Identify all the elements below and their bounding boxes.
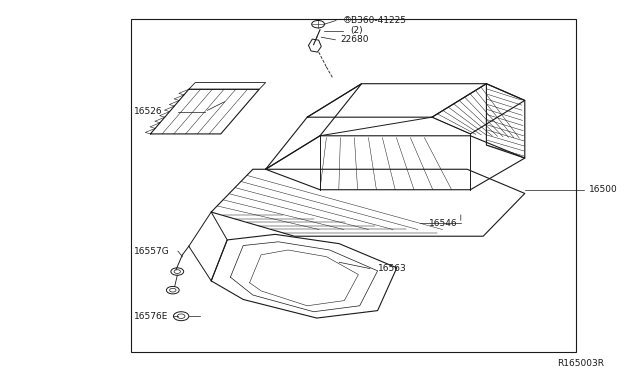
Text: R165003R: R165003R [557, 359, 604, 368]
Text: 22680: 22680 [340, 35, 369, 44]
Text: 16526: 16526 [134, 107, 163, 116]
Text: 16546: 16546 [429, 219, 458, 228]
Text: (2): (2) [351, 26, 364, 35]
Text: 16563: 16563 [378, 264, 406, 273]
Text: ®B360-41225: ®B360-41225 [342, 16, 406, 25]
Text: 16576E: 16576E [134, 312, 169, 321]
Bar [131, 19, 576, 352]
Text: 16500: 16500 [589, 185, 618, 194]
Text: 16557G: 16557G [134, 247, 170, 256]
